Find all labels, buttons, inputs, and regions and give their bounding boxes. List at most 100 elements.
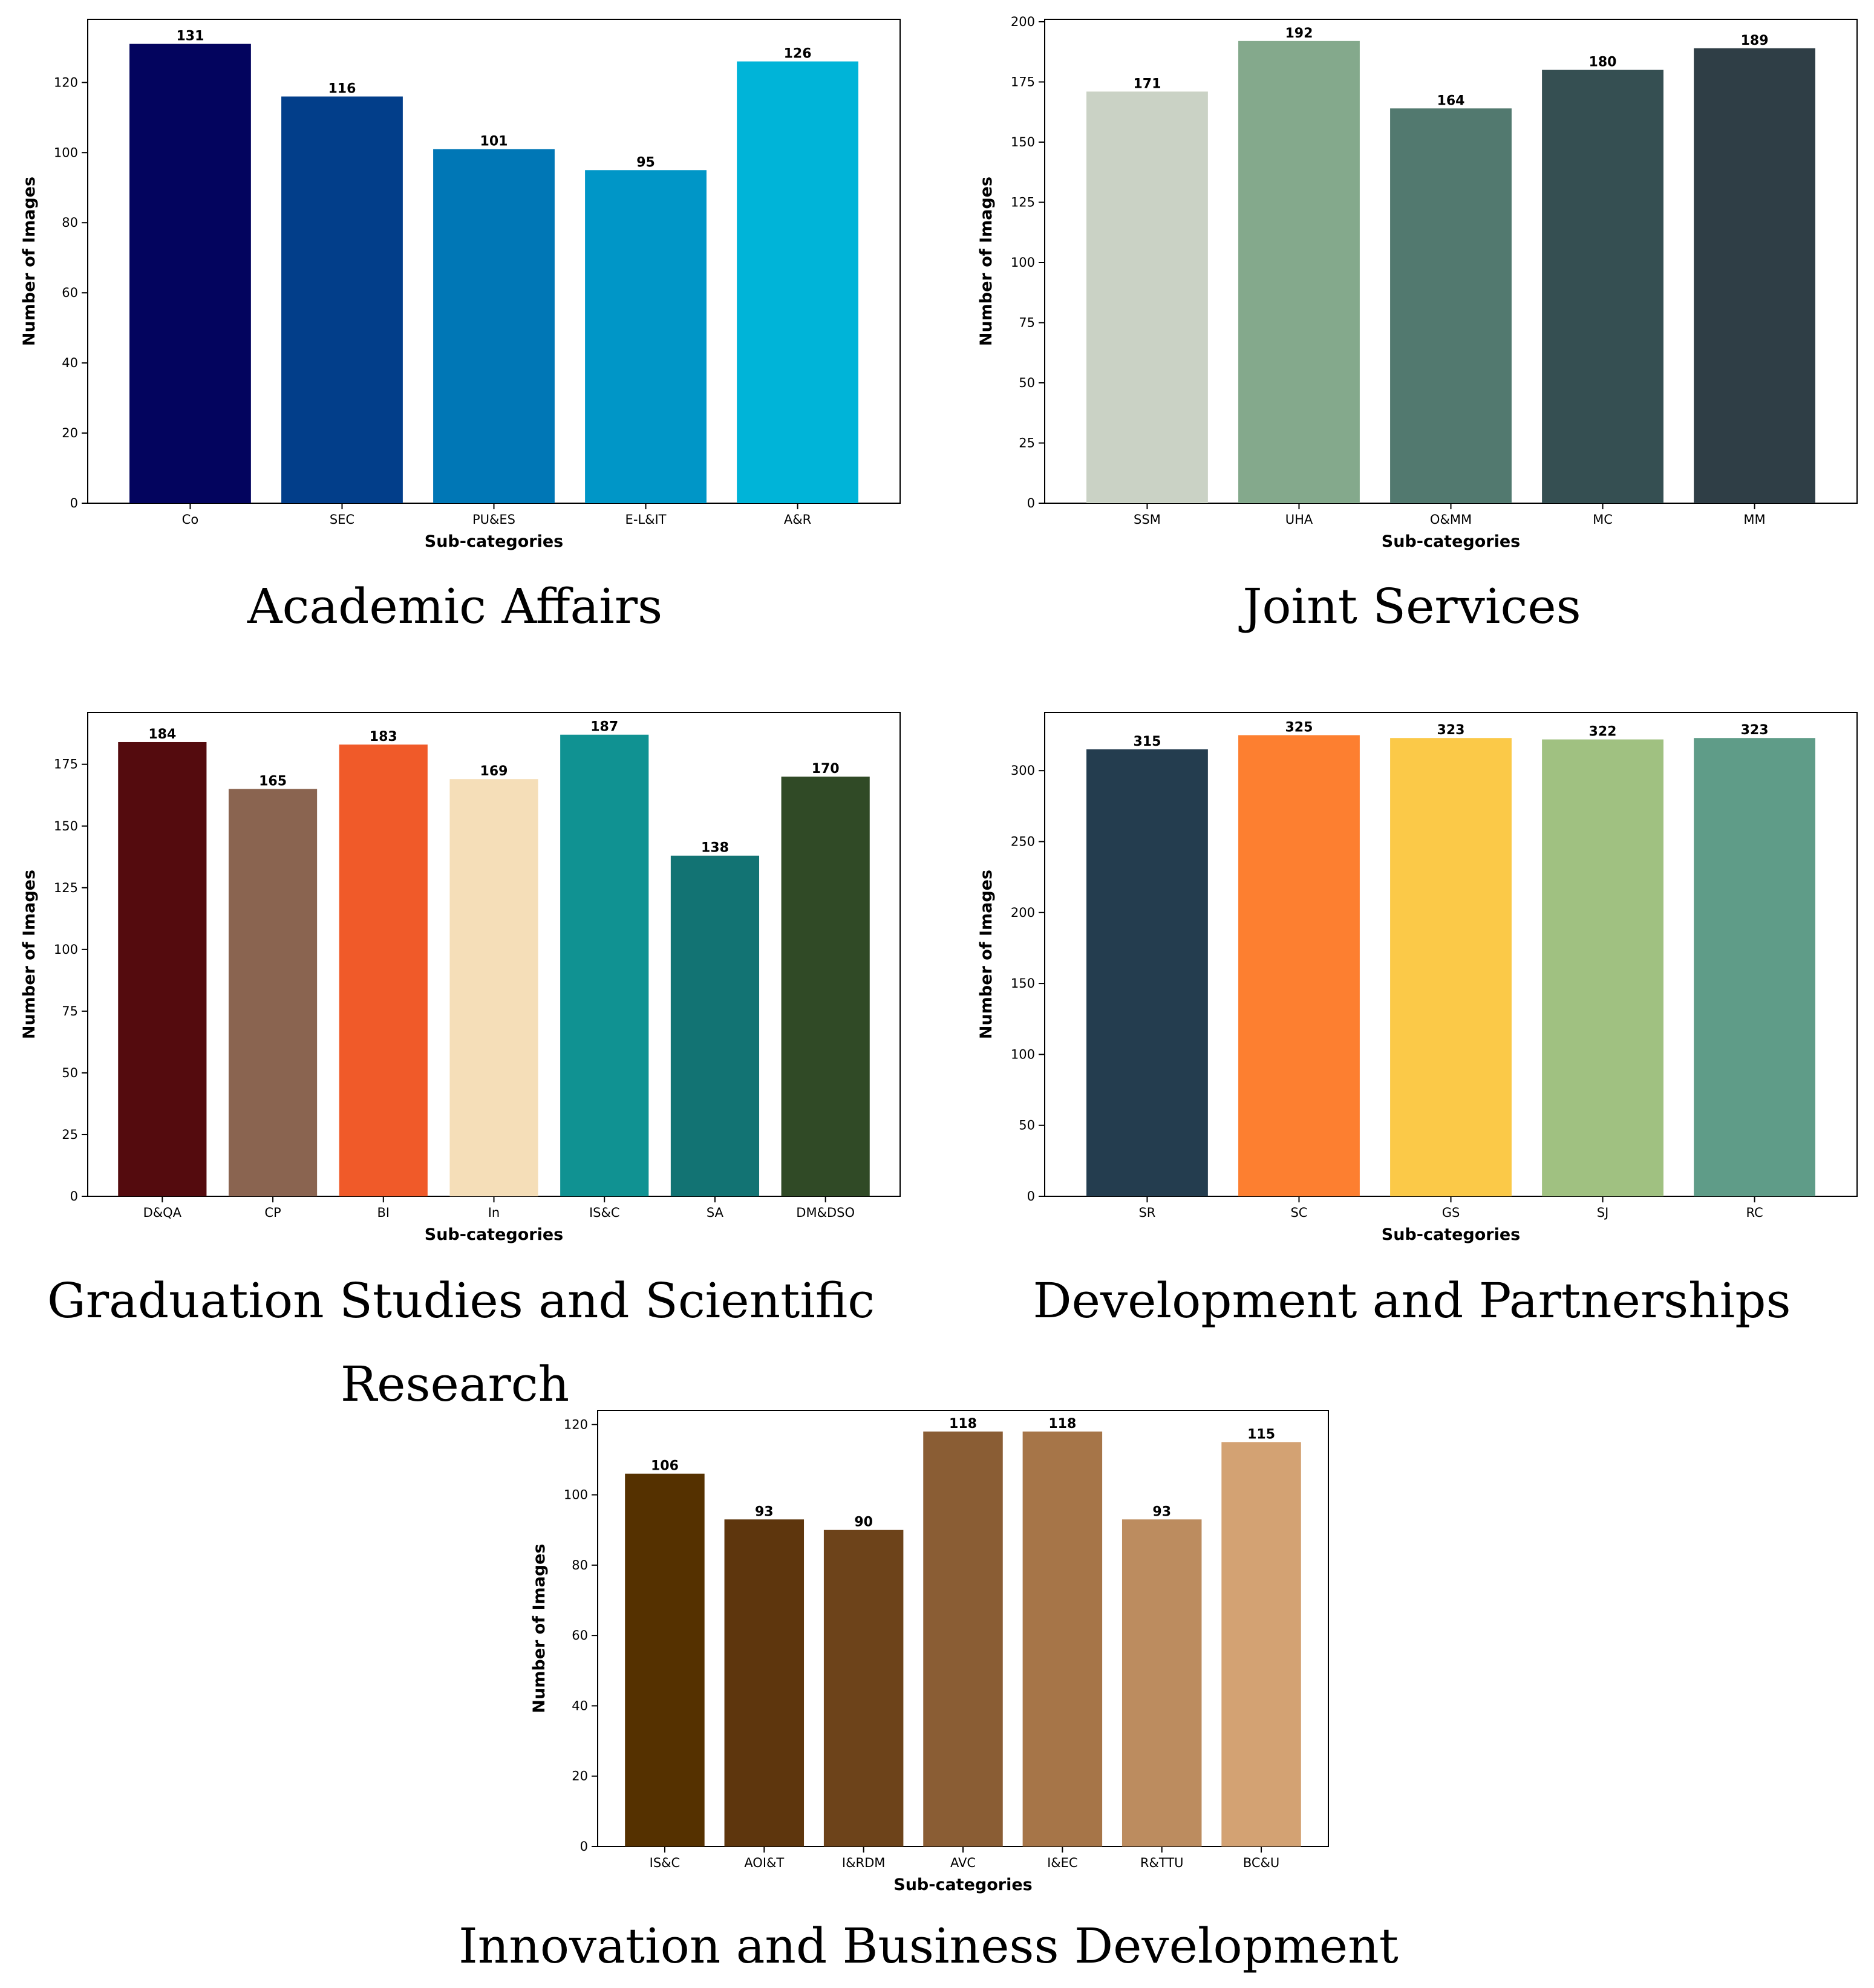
bar (339, 745, 428, 1196)
bar-value-label: 184 (148, 727, 176, 742)
y-tick-label: 0 (70, 496, 78, 510)
x-tick-label: GS (1442, 1205, 1460, 1220)
y-tick-label: 100 (54, 942, 78, 957)
x-tick-label: Co (182, 512, 199, 527)
bar (724, 1519, 805, 1846)
chart-academic-affairs: 0 20 40 60 80 100 120 131 Co 116 SEC 101 PU&ES 95 E-L&… (20, 19, 901, 634)
bar (449, 779, 538, 1196)
x-tick-label: SA (707, 1205, 724, 1220)
bar (1694, 48, 1815, 504)
y-axis-label: Number of Images (977, 177, 996, 346)
x-tick-label: O&MM (1430, 512, 1472, 527)
bar-value-label: 169 (480, 764, 508, 779)
x-tick-label: PU&ES (472, 512, 515, 527)
y-tick-label: 300 (1011, 763, 1035, 778)
x-tick-label: DM&DSO (796, 1205, 855, 1220)
bar-value-label: 315 (1133, 734, 1161, 749)
chart-caption: Development and Partnerships (1033, 1273, 1791, 1329)
bar (625, 1473, 705, 1846)
bar (1390, 108, 1512, 504)
x-tick-label: SEC (330, 512, 354, 527)
bar-value-label: 93 (755, 1504, 774, 1519)
y-tick-label: 150 (1011, 135, 1035, 149)
x-axis-label: Sub-categories (1382, 1225, 1520, 1244)
bar-value-label: 131 (176, 29, 204, 44)
x-axis-label: Sub-categories (893, 1876, 1032, 1894)
bar-value-label: 93 (1152, 1504, 1171, 1519)
x-tick-label: In (488, 1205, 500, 1220)
y-tick-label: 75 (62, 1004, 78, 1018)
y-tick-label: 100 (54, 145, 78, 160)
y-tick-label: 200 (1011, 905, 1035, 920)
bar (118, 741, 207, 1196)
x-tick-label: CP (264, 1205, 281, 1220)
y-tick-label: 75 (1019, 315, 1035, 330)
x-tick-label: IS&C (650, 1856, 681, 1870)
x-axis-label: Sub-categories (425, 532, 563, 551)
bar-value-label: 323 (1741, 723, 1769, 738)
bar-value-label: 325 (1285, 720, 1313, 735)
bar-value-label: 118 (1048, 1416, 1076, 1432)
x-tick-label: SJ (1597, 1205, 1609, 1220)
bar-value-label: 192 (1285, 26, 1313, 41)
bar-value-label: 118 (949, 1416, 977, 1432)
bar-value-label: 165 (259, 774, 287, 789)
y-tick-label: 0 (70, 1189, 78, 1204)
bar (1238, 735, 1360, 1196)
bar-value-label: 106 (651, 1459, 679, 1474)
y-tick-label: 80 (62, 215, 78, 230)
y-tick-label: 100 (564, 1488, 588, 1502)
y-tick-label: 200 (1011, 15, 1035, 29)
bar (923, 1431, 1003, 1846)
y-tick-label: 20 (62, 426, 78, 440)
y-tick-label: 120 (54, 75, 78, 90)
x-tick-label: SSM (1134, 512, 1161, 527)
chart-caption: Joint Services (1238, 578, 1581, 634)
chart-caption: Innovation and Business Development (459, 1918, 1399, 1974)
bar-value-label: 90 (854, 1515, 873, 1530)
x-tick-label: I&RDM (842, 1856, 885, 1870)
y-tick-label: 100 (1011, 255, 1035, 270)
y-axis-label: Number of Images (20, 870, 39, 1039)
y-tick-label: 50 (62, 1066, 78, 1080)
x-axis-label: Sub-categories (1382, 532, 1520, 551)
bar-value-label: 189 (1741, 33, 1769, 48)
bar (1121, 1519, 1202, 1846)
bar (585, 170, 707, 503)
y-tick-label: 250 (1011, 834, 1035, 849)
y-tick-label: 0 (580, 1839, 588, 1854)
bar (1238, 41, 1360, 503)
y-tick-label: 125 (54, 881, 78, 895)
x-tick-label: MM (1743, 512, 1765, 527)
y-axis-label: Number of Images (977, 870, 996, 1039)
chart-graduation-studies: 0 25 50 75 100 125 150 175 184 D&QA 165 CP 183 BI 169 I… (20, 712, 901, 1412)
y-tick-label: 0 (1027, 496, 1035, 510)
y-tick-label: 60 (62, 285, 78, 300)
x-tick-label: R&TTU (1140, 1856, 1184, 1870)
y-tick-label: 25 (1019, 435, 1035, 450)
x-tick-label: BC&U (1243, 1856, 1279, 1870)
x-tick-label: D&QA (143, 1205, 182, 1220)
bar (560, 734, 649, 1196)
y-tick-label: 125 (1011, 195, 1035, 209)
bar (1221, 1442, 1301, 1846)
x-tick-label: I&EC (1047, 1856, 1078, 1870)
bar-value-label: 126 (784, 47, 812, 62)
y-tick-label: 175 (1011, 74, 1035, 89)
chart-development-partnerships: 0 50 100 150 200 250 300 315 SR 325 SC 323 GS 322 SJ 32… (977, 712, 1858, 1329)
y-tick-label: 40 (572, 1698, 588, 1713)
y-tick-label: 120 (564, 1417, 588, 1432)
y-tick-label: 50 (1019, 376, 1035, 390)
y-axis-label: Number of Images (530, 1543, 549, 1713)
x-tick-label: E-L&IT (625, 512, 667, 527)
bar (228, 789, 318, 1196)
x-tick-label: BI (377, 1205, 390, 1220)
x-tick-label: UHA (1285, 512, 1313, 527)
bar (1022, 1431, 1103, 1846)
y-tick-label: 150 (54, 819, 78, 833)
x-tick-label: RC (1746, 1205, 1763, 1220)
chart-joint-services: 0 25 50 75 100 125 150 175 200 171 SSM 192 UHA 164 O&M… (977, 15, 1858, 634)
x-tick-label: AVC (950, 1856, 976, 1870)
bar (129, 44, 251, 503)
